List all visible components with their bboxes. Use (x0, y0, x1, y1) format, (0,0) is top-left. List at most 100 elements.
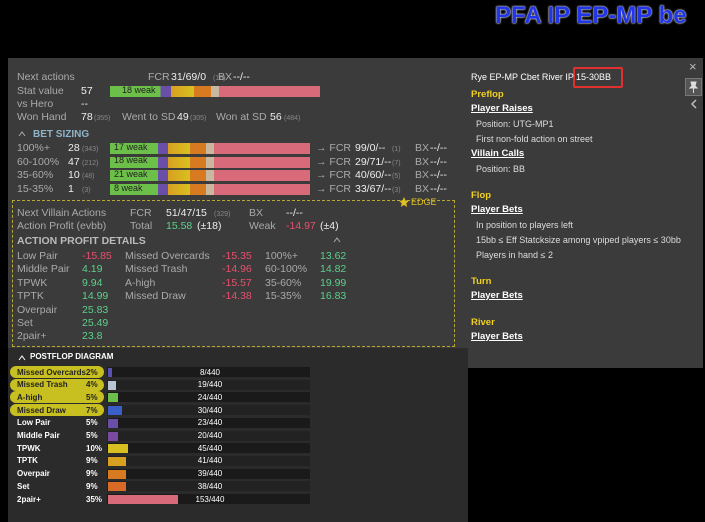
value: -15.57 (222, 276, 252, 289)
value: --/-- (233, 71, 250, 83)
label: FCR (130, 207, 152, 219)
label: 60-100% (265, 263, 308, 276)
bar (108, 495, 178, 504)
count: 8/440 (199, 367, 221, 377)
stats-panel (8, 58, 703, 368)
label: Next Villain Actions (17, 207, 107, 219)
back-button[interactable] (690, 99, 698, 109)
value: 16.83 (320, 290, 347, 303)
bar-label: 17 weak (114, 141, 148, 152)
value: 56 (270, 111, 282, 123)
percent-label: 5% (86, 431, 98, 440)
count: 23/440 (197, 418, 223, 428)
label: 15-35% (17, 183, 54, 196)
value: 31/69/0 (171, 71, 207, 83)
condition-line: 15bb ≤ Eff Statcksize among vpiped playe… (476, 235, 681, 245)
count: 39/440 (197, 469, 223, 479)
label: Won at SD (216, 111, 267, 123)
condition-line: First non-fold action on street (476, 134, 593, 144)
stat-bar (110, 86, 320, 97)
label: Missed Draw (125, 290, 186, 303)
count: 20/440 (197, 431, 223, 440)
value: 25.83 (82, 303, 109, 316)
bar (108, 406, 122, 416)
count: (305) (190, 115, 207, 122)
close-button[interactable]: × (689, 59, 697, 74)
filter-badge-box (573, 67, 623, 88)
size-bar (110, 143, 310, 154)
label: Stat value (17, 85, 64, 97)
bar (108, 482, 126, 492)
label: FCR (148, 71, 170, 83)
label: TPTK (17, 290, 44, 303)
value: 47 (68, 155, 80, 168)
condition-head: Player Raises (471, 103, 533, 114)
label: 100%+ (265, 250, 298, 262)
row-label: Missed Draw (17, 405, 66, 415)
size-bar (110, 184, 310, 196)
label: → FCR (316, 169, 351, 182)
bar (108, 393, 118, 403)
count: (5) (392, 173, 401, 181)
collapse-arrow[interactable] (333, 237, 341, 243)
collapse-arrow[interactable] (18, 355, 26, 361)
value: --/-- (286, 207, 303, 219)
row-bg (107, 430, 310, 441)
label: 100%+ (17, 142, 50, 154)
percent-label: 10% (86, 443, 103, 453)
row-bg (107, 455, 310, 466)
value: 51/47/15 (166, 207, 207, 219)
section-title: Turn (471, 276, 492, 287)
row-bg (107, 443, 310, 454)
bar (108, 418, 118, 428)
count: (355) (94, 115, 111, 122)
condition-line: Position: UTG-MP1 (476, 119, 554, 129)
value: 49 (177, 111, 189, 123)
value: 40/60/-- (355, 169, 392, 182)
label: Action Profit (evbb) (17, 220, 107, 232)
count: 19/440 (197, 380, 223, 390)
size-bar (110, 156, 310, 168)
count: (343) (82, 146, 99, 153)
label: Went to SD (122, 111, 176, 123)
percent-label: 5% (86, 418, 98, 428)
percent-label: 2% (86, 367, 98, 377)
label: BX (415, 169, 430, 182)
value: -15.85 (82, 250, 112, 262)
highlight (10, 378, 104, 391)
row-bg (107, 417, 310, 428)
label: Next actions (17, 71, 75, 83)
value: 14.82 (320, 263, 347, 276)
value: 13.62 (320, 250, 347, 262)
value: 23.8 (82, 330, 103, 343)
label: BX (218, 71, 233, 83)
row-bg (107, 392, 310, 403)
label: 35-60% (17, 169, 54, 182)
bar-label: 21 weak (114, 168, 148, 179)
percent-label: 7% (86, 405, 98, 415)
row-label: Set (17, 481, 30, 491)
bar (108, 444, 128, 454)
label: → FCR (316, 142, 351, 154)
row-bg (107, 468, 310, 479)
label: TPWK (17, 276, 48, 289)
row-label: 2pair+ (17, 494, 41, 504)
label: Set (17, 317, 33, 329)
label: → FCR (316, 155, 351, 168)
pin-button[interactable] (685, 78, 702, 96)
percent-label: 5% (86, 392, 98, 402)
highlight (10, 404, 104, 417)
count: (484) (284, 115, 301, 122)
value: --/-- (430, 183, 447, 196)
label: 60-100% (17, 155, 60, 168)
count: 38/440 (197, 481, 223, 491)
condition-line: Players in hand ≤ 2 (476, 250, 553, 260)
label: Weak (249, 220, 276, 232)
value: (±18) (197, 220, 222, 232)
row-bg (107, 367, 310, 377)
value: 33/67/-- (355, 183, 392, 196)
value: 25.49 (82, 317, 109, 329)
collapse-arrow[interactable] (18, 131, 26, 137)
condition-head: Player Bets (471, 331, 523, 342)
